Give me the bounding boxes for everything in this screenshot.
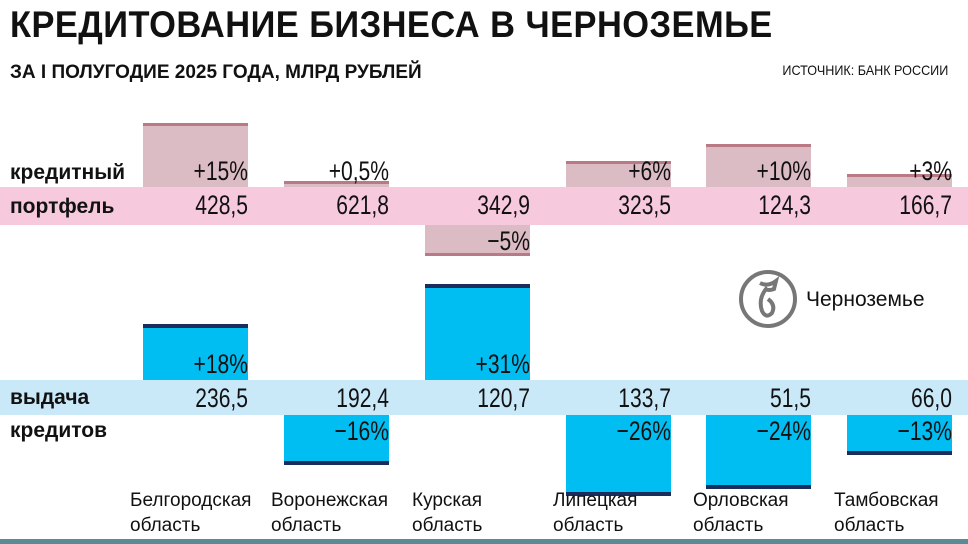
- change-bar: [706, 144, 811, 187]
- region-label-line: область: [834, 515, 905, 536]
- region-label: Липецкая область: [553, 488, 637, 538]
- change-label: −26%: [616, 416, 671, 446]
- portfolio-label-1: кредитный: [10, 161, 126, 184]
- change-bar: [425, 225, 530, 256]
- region-label-line: Белгородская: [130, 490, 252, 511]
- change-bar: [566, 161, 671, 187]
- region-label-line: Орловская: [693, 490, 789, 511]
- change-label: +0,5%: [328, 156, 389, 186]
- value-label: 323,5: [618, 190, 671, 220]
- change-bar: [847, 415, 952, 456]
- region-label-line: область: [553, 515, 624, 536]
- change-bar: [425, 283, 530, 380]
- change-label: +18%: [193, 349, 248, 379]
- change-label: +10%: [756, 156, 811, 186]
- source-note: ИСТОЧНИК: БАНК РОССИИ: [782, 62, 948, 78]
- chart-subtitle: ЗА I ПОЛУГОДИЕ 2025 ГОДА, МЛРД РУБЛЕЙ: [10, 62, 422, 83]
- issuance-label-1: выдача: [10, 386, 90, 409]
- change-bar: [706, 415, 811, 490]
- change-bar: [143, 324, 248, 380]
- region-label-line: область: [271, 515, 342, 536]
- change-bar: [143, 122, 248, 187]
- change-label: −16%: [334, 416, 389, 446]
- value-label: 428,5: [195, 190, 248, 220]
- change-label: −5%: [487, 226, 530, 256]
- value-label: 192,4: [336, 383, 389, 413]
- region-label-line: Курская: [412, 490, 483, 511]
- value-label: 120,7: [477, 383, 530, 413]
- chart-title: КРЕДИТОВАНИЕ БИЗНЕСА В ЧЕРНОЗЕМЬЕ: [10, 4, 773, 45]
- change-label: +3%: [909, 156, 952, 186]
- value-label: 124,3: [758, 190, 811, 220]
- issuance-label-2: кредитов: [10, 419, 108, 442]
- change-bar: [284, 415, 389, 465]
- bottom-rule: [0, 539, 968, 544]
- change-label: −13%: [897, 416, 952, 446]
- region-label-line: Воронежская: [271, 490, 389, 511]
- change-label: +15%: [193, 156, 248, 186]
- region-label: Орловская область: [693, 488, 789, 538]
- logo-text: Черноземье: [806, 288, 925, 311]
- value-label: 342,9: [477, 190, 530, 220]
- value-label: 133,7: [618, 383, 671, 413]
- region-label-line: Липецкая: [553, 490, 638, 511]
- value-label: 51,5: [770, 383, 811, 413]
- region-label-line: область: [412, 515, 483, 536]
- value-label: 621,8: [336, 190, 389, 220]
- region-label-line: область: [130, 515, 201, 536]
- region-label: Тамбовская область: [834, 488, 939, 538]
- change-bar: [566, 415, 671, 496]
- region-label: Воронежская область: [271, 488, 388, 538]
- issuance-band: [0, 380, 968, 415]
- value-label: 236,5: [195, 383, 248, 413]
- region-label-line: Тамбовская: [834, 490, 939, 511]
- value-label: 66,0: [911, 383, 952, 413]
- change-label: +6%: [628, 156, 671, 186]
- value-label: 166,7: [899, 190, 952, 220]
- change-bar: [847, 174, 952, 187]
- change-bar: [284, 181, 389, 187]
- portfolio-band: [0, 187, 968, 225]
- portfolio-label-2: портфель: [10, 195, 115, 218]
- region-label-line: область: [693, 515, 764, 536]
- change-label: +31%: [475, 349, 530, 379]
- kommersant-logo-icon: [739, 270, 797, 328]
- region-label: Курская область: [412, 488, 482, 538]
- region-label: Белгородская область: [130, 488, 251, 538]
- change-label: −24%: [756, 416, 811, 446]
